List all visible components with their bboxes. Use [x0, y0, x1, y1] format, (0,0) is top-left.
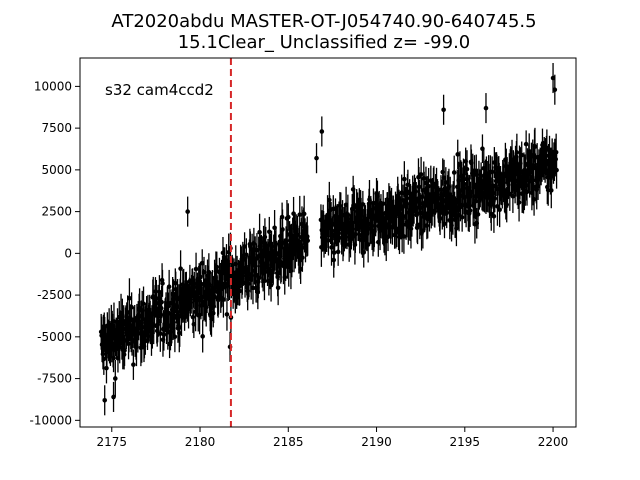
data-point — [200, 334, 205, 339]
data-point — [441, 107, 446, 113]
data-point — [455, 152, 461, 157]
data-point — [267, 229, 272, 235]
data-point — [408, 226, 414, 232]
x-tick-label: 2195 — [450, 435, 481, 449]
data-point — [523, 141, 529, 147]
y-tick-label: -10000 — [29, 413, 72, 427]
data-point — [111, 394, 116, 400]
data-point — [552, 87, 558, 93]
data-point — [158, 331, 163, 336]
data-point — [166, 284, 172, 290]
y-tick-label: 5000 — [41, 163, 72, 177]
y-tick-label: -7500 — [37, 372, 72, 386]
data-point — [214, 264, 220, 270]
data-point — [424, 223, 430, 228]
data-point — [159, 299, 164, 305]
data-point — [301, 211, 307, 217]
y-tick-label: -2500 — [37, 288, 72, 302]
data-point — [257, 229, 262, 235]
data-point — [519, 152, 525, 158]
data-point — [193, 266, 199, 272]
x-tick-label: 2175 — [96, 435, 127, 449]
data-point — [100, 351, 106, 357]
y-tick-label: 10000 — [34, 79, 72, 93]
data-point — [102, 397, 108, 403]
data-point — [178, 266, 183, 271]
data-point — [335, 249, 341, 255]
x-tick-label: 2190 — [361, 435, 392, 449]
data-point — [483, 105, 489, 111]
data-point — [516, 200, 522, 205]
data-point — [111, 319, 117, 324]
data-point — [224, 312, 230, 317]
chart-title-line-1: AT2020abdu MASTER-OT-J054740.90-640745.5 — [111, 11, 536, 32]
data-point — [131, 362, 136, 367]
data-point — [426, 183, 431, 189]
data-point — [104, 365, 109, 371]
data-point — [418, 172, 424, 177]
data-point — [172, 334, 178, 340]
data-point — [297, 212, 303, 217]
data-point — [554, 167, 559, 173]
x-tick-label: 2185 — [273, 435, 304, 449]
data-point — [319, 129, 325, 134]
data-point — [504, 202, 510, 207]
data-point — [462, 181, 467, 187]
data-point — [285, 214, 291, 220]
data-point — [531, 197, 537, 202]
data-point — [237, 288, 243, 294]
data-point — [380, 201, 386, 206]
x-tick-label: 2200 — [538, 435, 569, 449]
data-point — [185, 209, 190, 214]
data-point — [491, 213, 497, 219]
data-point — [113, 376, 118, 381]
data-point — [475, 212, 481, 217]
data-point — [275, 285, 281, 291]
data-point — [510, 193, 516, 199]
plot-frame — [79, 57, 577, 428]
data-point — [401, 234, 407, 239]
data-point — [314, 155, 319, 161]
chart-title-line-2: 15.1Clear_ Unclassified z= -99.0 — [178, 32, 471, 53]
y-axis: -10000 -7500 -5000 -2500 0 2500 5000 7500 10000 — [29, 79, 80, 427]
data-point — [190, 314, 196, 320]
x-axis: 2175 2180 2185 2190 2195 2200 — [96, 427, 568, 449]
ccd-annotation: s32 cam4ccd2 — [105, 81, 214, 99]
data-point — [459, 214, 465, 220]
y-tick-label: 7500 — [41, 121, 72, 135]
data-point — [278, 259, 284, 265]
y-tick-label: 2500 — [41, 205, 72, 219]
y-tick-label: -5000 — [37, 330, 72, 344]
data-point — [129, 304, 134, 310]
data-points — [98, 63, 559, 416]
data-point — [331, 250, 337, 255]
data-point — [497, 207, 502, 213]
data-point — [464, 166, 470, 172]
data-point — [268, 282, 274, 288]
data-point — [141, 301, 146, 307]
data-point — [255, 279, 261, 285]
data-point — [514, 150, 520, 155]
y-tick-label: 0 — [64, 246, 72, 260]
data-point — [244, 252, 249, 258]
data-point — [127, 295, 132, 301]
data-point — [451, 170, 457, 175]
data-point — [262, 278, 267, 284]
data-point — [160, 281, 165, 286]
data-point — [262, 234, 268, 240]
data-point — [305, 238, 311, 243]
data-point — [442, 221, 447, 227]
data-point — [282, 274, 288, 280]
data-point — [532, 144, 538, 149]
x-tick-label: 2180 — [185, 435, 216, 449]
